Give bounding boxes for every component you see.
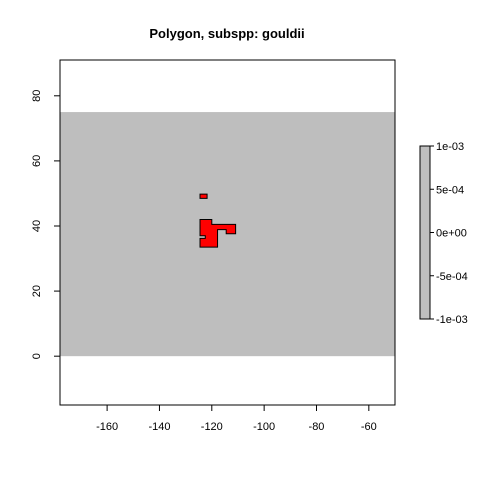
polygon-mainland	[199, 218, 237, 248]
legend-tick-label: 1e-03	[436, 141, 464, 153]
y-axis: 0 20 40 60 80	[31, 90, 61, 359]
legend: 1e-03 5e-04 0e+00 -5e-04 -1e-03	[419, 141, 468, 326]
x-tick-label: -160	[96, 421, 118, 433]
y-tick-label: 20	[31, 285, 43, 297]
colorbar	[419, 145, 431, 320]
legend-tick-label: 0e+00	[436, 228, 467, 240]
x-axis: -160 -140 -120 -100 -80 -60	[96, 404, 377, 433]
polygon-group	[199, 193, 237, 248]
y-tick-label: 0	[31, 353, 43, 359]
y-tick-label: 80	[31, 90, 43, 102]
x-tick-label: -140	[148, 421, 170, 433]
x-tick-label: -100	[253, 421, 275, 433]
y-tick-label: 40	[31, 220, 43, 232]
legend-tick-label: -1e-03	[436, 314, 468, 326]
x-tick-label: -80	[309, 421, 325, 433]
polygon-island	[199, 193, 208, 199]
x-tick-label: -60	[361, 421, 377, 433]
y-tick-label: 60	[31, 155, 43, 167]
legend-tick-label: 5e-04	[436, 184, 464, 196]
chart-title: Polygon, subspp: gouldii	[149, 26, 304, 41]
legend-tick-label: -5e-04	[436, 271, 468, 283]
x-tick-label: -120	[201, 421, 223, 433]
